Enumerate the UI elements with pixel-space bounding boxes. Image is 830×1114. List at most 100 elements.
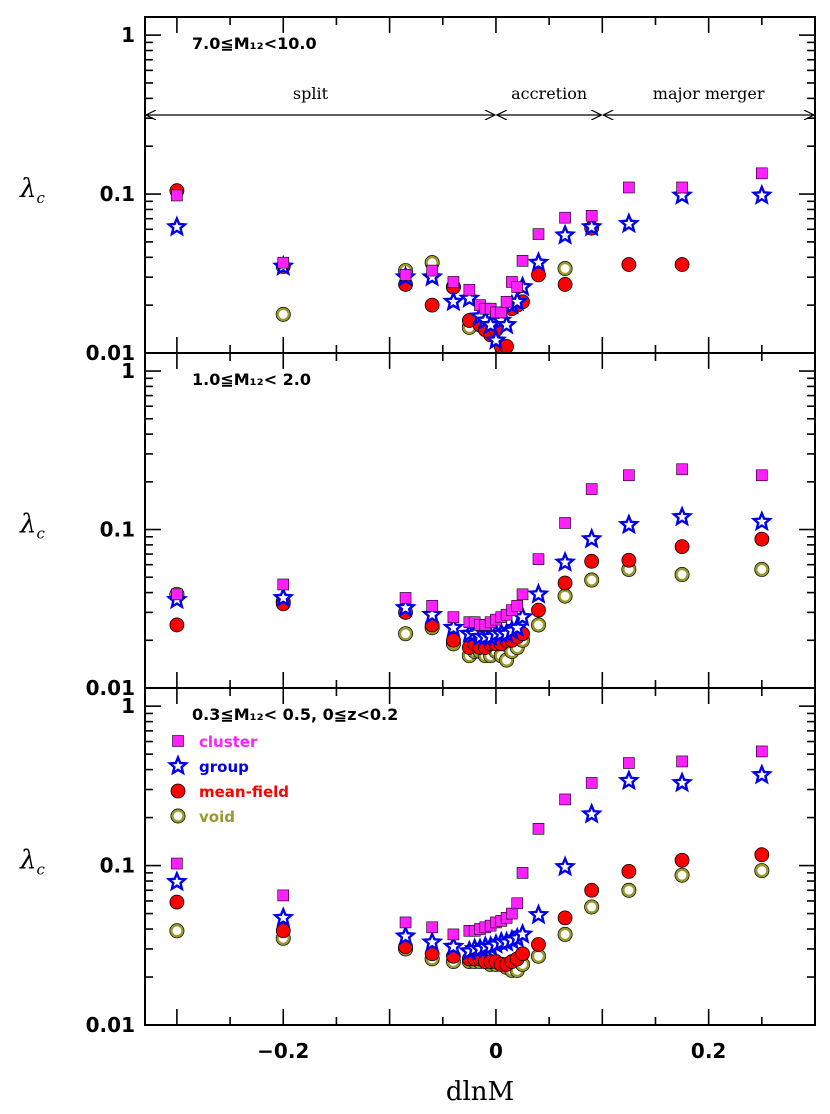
data-point-group xyxy=(580,802,603,824)
legend-label-void: void xyxy=(199,808,235,826)
data-point-void xyxy=(674,567,690,583)
panel-1: 0.01 0.1 1 λc 7.0≦M₁₂<10.0 split accretion majo… xyxy=(19,16,816,365)
legend-label-mean_field: mean-field xyxy=(199,783,289,801)
legend-marker-group xyxy=(166,754,190,776)
data-point-void-ring xyxy=(558,261,572,276)
data-point-group xyxy=(495,313,518,335)
data-point-group xyxy=(165,870,188,892)
data-point-cluster xyxy=(495,306,508,319)
data-point-mean_field xyxy=(674,257,690,272)
data-point-group xyxy=(511,922,534,944)
data-point-cluster xyxy=(559,517,571,529)
data-point-group xyxy=(394,924,417,946)
y-tick-label: 0.01 xyxy=(86,676,135,700)
panel-annotation: 7.0≦M₁₂<10.0 xyxy=(192,34,317,53)
data-point-cluster xyxy=(277,256,290,269)
data-point-cluster xyxy=(585,777,598,789)
data-point-void xyxy=(275,306,291,322)
data-point-void-ring xyxy=(584,900,599,914)
y-tick-label: 1 xyxy=(121,23,135,47)
x-axis-label: dlnM xyxy=(446,1077,514,1107)
data-point-group xyxy=(442,616,465,638)
legend-marker-void xyxy=(170,808,186,824)
data-point-cluster xyxy=(500,295,513,308)
data-point-cluster xyxy=(447,928,460,941)
data-point-void-ring xyxy=(276,307,291,322)
data-point-void xyxy=(754,863,770,879)
series-cluster xyxy=(171,463,768,631)
data-point-mean_field xyxy=(754,531,770,547)
data-point-void-ring xyxy=(531,618,546,632)
series-cluster xyxy=(171,745,768,941)
data-point-group xyxy=(617,513,640,535)
legend-label-group: group xyxy=(199,758,249,776)
data-point-mean_field xyxy=(584,553,600,569)
data-point-mean_field xyxy=(754,847,770,863)
data-point-cluster xyxy=(676,463,688,476)
data-point-cluster xyxy=(559,211,571,224)
data-point-cluster xyxy=(756,469,768,482)
panel-annotation: 1.0≦M₁₂< 2.0 xyxy=(192,370,311,389)
data-point-cluster xyxy=(426,264,438,277)
y-axis-label: λc xyxy=(19,174,45,207)
data-point-cluster xyxy=(623,181,635,194)
y-tick-label: 0.01 xyxy=(86,1013,135,1037)
data-point-cluster xyxy=(559,793,571,806)
data-point-mean_field xyxy=(674,852,690,868)
legend: cluster group mean-field void xyxy=(166,733,289,826)
data-point-void xyxy=(674,867,690,883)
data-point-cluster xyxy=(532,553,545,565)
data-point-void xyxy=(754,561,770,577)
data-point-void-ring xyxy=(675,567,689,582)
data-point-cluster xyxy=(426,921,438,934)
data-point-cluster xyxy=(171,857,183,870)
legend-marker-cluster xyxy=(172,735,184,747)
data-point-group xyxy=(527,582,550,604)
y-tick-label: 0.1 xyxy=(100,518,135,542)
data-point-void xyxy=(584,899,600,915)
data-point-mean_field xyxy=(584,882,600,898)
y-tick-label: 0.1 xyxy=(100,182,135,206)
data-point-group xyxy=(617,769,640,791)
data-point-group xyxy=(580,215,603,237)
data-point-group xyxy=(272,586,295,608)
series-cluster xyxy=(171,167,768,319)
data-point-group xyxy=(421,603,444,625)
data-point-group xyxy=(750,763,773,785)
data-point-group xyxy=(670,771,694,793)
data-point-void-ring xyxy=(755,863,769,878)
data-point-void xyxy=(584,572,600,588)
data-point-void-ring xyxy=(755,562,769,577)
panel-3: 0.01 0.1 1 λc 0.3≦M₁₂< 0.5, 0≦z<0.2 cluster gr… xyxy=(19,687,816,1037)
data-point-mean_field xyxy=(621,552,637,568)
panels-group: 0.01 0.1 1 λc 7.0≦M₁₂<10.0 split accretion majo… xyxy=(19,16,816,1037)
data-point-mean_field xyxy=(621,257,637,272)
series-group xyxy=(165,505,773,647)
data-point-group xyxy=(394,596,417,618)
data-point-mean_field xyxy=(531,267,546,283)
data-point-cluster xyxy=(277,578,290,591)
panel-2: 0.01 0.1 1 λc 1.0≦M₁₂< 2.0 xyxy=(19,352,816,700)
data-point-cluster xyxy=(516,867,529,879)
y-axis-label: λc xyxy=(19,510,45,543)
legend-marker-void-ring xyxy=(171,809,185,823)
data-point-group xyxy=(580,527,603,549)
data-point-mean_field xyxy=(621,863,637,879)
data-point-cluster xyxy=(511,281,524,293)
data-point-cluster xyxy=(516,588,529,601)
data-point-void xyxy=(169,923,185,939)
data-point-cluster xyxy=(516,255,529,267)
legend-marker-mean_field xyxy=(170,783,186,799)
data-point-group xyxy=(554,550,577,572)
data-point-cluster xyxy=(447,276,460,288)
data-point-cluster xyxy=(171,189,183,202)
data-point-group xyxy=(670,505,694,527)
x-axis: −0.2 0 0.2 dlnM xyxy=(257,1039,726,1107)
data-point-cluster xyxy=(623,757,635,769)
data-point-void xyxy=(557,588,573,604)
data-point-void-ring xyxy=(558,927,572,942)
data-point-mean_field xyxy=(275,923,291,939)
data-point-group xyxy=(527,903,550,925)
data-point-void-ring xyxy=(170,923,184,938)
